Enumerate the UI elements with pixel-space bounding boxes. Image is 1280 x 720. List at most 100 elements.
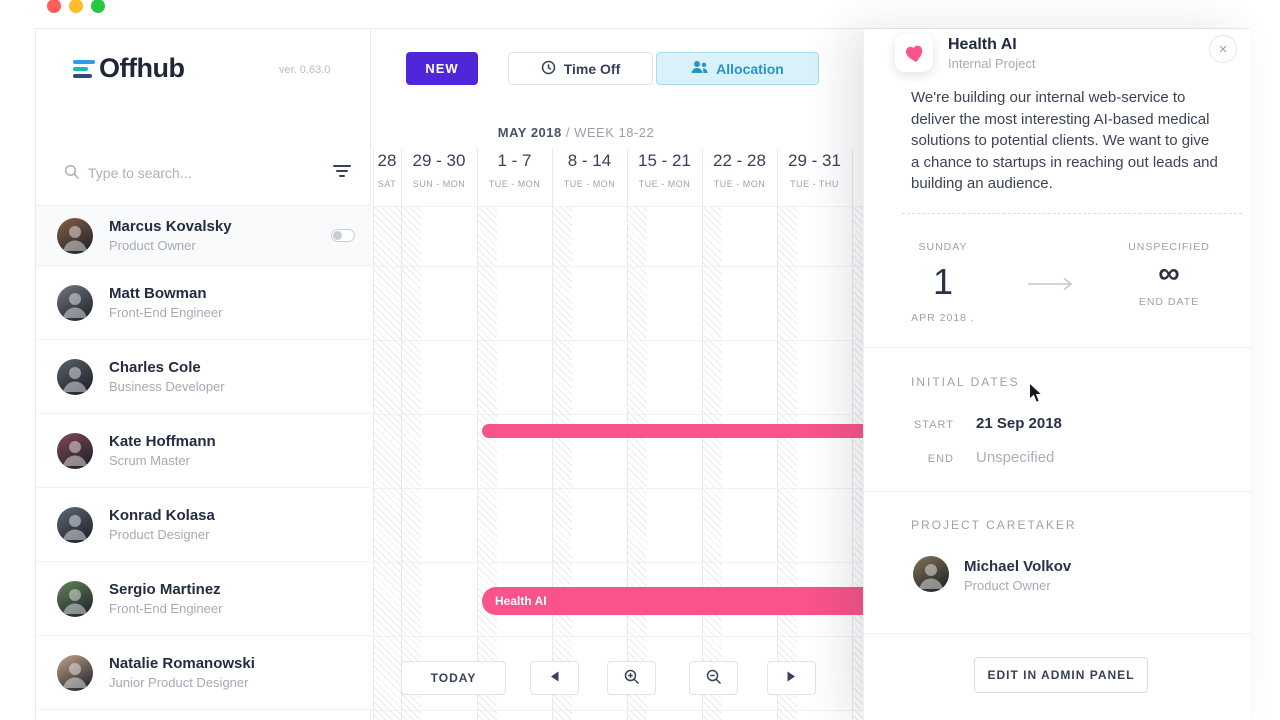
member-name: Konrad Kolasa <box>109 507 215 524</box>
allocation-tab[interactable]: Allocation <box>656 52 819 85</box>
time-off-tab[interactable]: Time Off <box>508 52 653 85</box>
chevron-left-icon <box>550 671 559 685</box>
member-role: Front-End Engineer <box>109 601 223 616</box>
list-item-member[interactable]: Sergio Martinez Front-End Engineer <box>36 562 371 636</box>
timeline-area: NEW Time Off Allocation MAY 2018 / WEEK … <box>371 29 863 720</box>
project-detail-panel: Health AI Internal Project × We're build… <box>863 29 1251 720</box>
project-description: We're building our internal web-service … <box>911 89 1218 192</box>
start-day: 1 <box>932 261 954 302</box>
caretaker-role: Product Owner <box>964 578 1051 593</box>
member-role: Front-End Engineer <box>109 305 223 320</box>
column-header: 15 - 21 TUE - MON <box>627 151 702 189</box>
filter-icon[interactable] <box>333 165 351 183</box>
window-close-button[interactable] <box>47 0 61 13</box>
member-name: Natalie Romanowski <box>109 655 255 672</box>
column-days: TUE - MON <box>713 179 766 189</box>
start-value: 21 Sep 2018 <box>976 415 1062 432</box>
divider <box>864 347 1251 348</box>
zoom-out-button[interactable] <box>689 661 738 695</box>
zoom-in-button[interactable] <box>607 661 656 695</box>
caretaker-heading: PROJECT CARETAKER <box>911 518 1077 532</box>
column-range: 15 - 21 <box>638 151 691 170</box>
column-range: 29 - 31 <box>788 151 841 170</box>
column-days: TUE - THU <box>790 179 839 189</box>
list-item-member[interactable]: Natalie Romanowski Junior Product Design… <box>36 636 371 710</box>
row-line <box>371 488 863 489</box>
availability-toggle[interactable] <box>331 229 355 242</box>
column-header: 29 - 31 TUE - THU <box>777 151 852 189</box>
column-range: 22 - 28 <box>713 151 766 170</box>
caretaker-name: Michael Volkov <box>964 558 1072 575</box>
offhub-logo-icon <box>73 60 95 80</box>
weekend-hatch <box>373 206 401 720</box>
app-logo-text: Offhub <box>99 53 185 83</box>
row-line <box>371 340 863 341</box>
start-month: APR 2018 . <box>911 312 975 324</box>
avatar <box>57 358 93 395</box>
row-line <box>371 206 863 207</box>
member-name: Matt Bowman <box>109 285 207 302</box>
mouse-cursor <box>1028 381 1044 409</box>
period-week: / WEEK 18-22 <box>565 125 655 140</box>
member-role: Junior Product Designer <box>109 675 249 690</box>
column-days: TUE - MON <box>563 179 616 189</box>
avatar <box>57 654 93 691</box>
toggle-knob <box>333 231 342 240</box>
allocation-bar-health-ai[interactable]: Health AI <box>482 587 863 615</box>
infinity-icon: ∞ <box>1158 257 1180 290</box>
weekend-hatch <box>627 206 647 720</box>
member-name: Charles Cole <box>109 359 201 376</box>
member-role: Product Designer <box>109 527 210 542</box>
window-minimize-button[interactable] <box>69 0 83 13</box>
search-input[interactable] <box>88 160 318 186</box>
weekend-hatch <box>477 206 497 720</box>
close-button[interactable]: × <box>1209 35 1237 63</box>
member-list: Marcus Kovalsky Product Owner Matt Bowma… <box>36 206 371 710</box>
avatar <box>913 556 949 592</box>
avatar <box>57 506 93 543</box>
list-item-member[interactable]: Matt Bowman Front-End Engineer <box>36 266 371 340</box>
app-window: Offhub ver. 0.63.0 Marcus Kovalsky <box>35 28 1251 720</box>
member-name: Kate Hoffmann <box>109 433 216 450</box>
list-item-member[interactable]: Kate Hoffmann Scrum Master <box>36 414 371 488</box>
end-label: END <box>927 453 954 465</box>
column-header: 8 - 14 TUE - MON <box>552 151 627 189</box>
end-date-block: UNSPECIFIED ∞ END DATE <box>1126 241 1212 308</box>
member-role: Business Developer <box>109 379 225 394</box>
avatar <box>57 217 93 254</box>
project-title: Health AI <box>948 36 1017 53</box>
edit-in-admin-panel-button[interactable]: EDIT IN ADMIN PANEL <box>974 657 1148 693</box>
clock-icon <box>541 60 556 78</box>
member-name: Sergio Martinez <box>109 581 221 598</box>
new-button[interactable]: NEW <box>406 52 478 85</box>
today-button[interactable]: TODAY <box>401 661 506 695</box>
allocation-bar[interactable] <box>482 424 863 438</box>
list-item-member[interactable]: Konrad Kolasa Product Designer <box>36 488 371 562</box>
today-label: TODAY <box>430 671 477 685</box>
bar-label: Health AI <box>495 594 547 608</box>
edit-button-label: EDIT IN ADMIN PANEL <box>987 668 1135 682</box>
prev-button[interactable] <box>530 661 579 695</box>
list-item-member[interactable]: Charles Cole Business Developer <box>36 340 371 414</box>
weekend-hatch <box>552 206 572 720</box>
window-zoom-button[interactable] <box>91 0 105 13</box>
chevron-right-icon <box>787 671 796 685</box>
column-days: TUE - MON <box>488 179 541 189</box>
row-line <box>371 636 863 637</box>
new-button-label: NEW <box>425 61 459 76</box>
initial-dates-heading: INITIAL DATES <box>911 375 1020 389</box>
list-item-member[interactable]: Marcus Kovalsky Product Owner <box>36 206 371 266</box>
column-days: TUE - MON <box>638 179 691 189</box>
start-label: START <box>913 419 954 431</box>
weekend-hatch <box>852 206 863 720</box>
column-header: 1 - 7 TUE - MON <box>477 151 552 189</box>
period-month: MAY 2018 <box>497 125 562 140</box>
next-button[interactable] <box>767 661 816 695</box>
row-line <box>371 266 863 267</box>
arrow-right-icon <box>1026 276 1074 297</box>
end-label: UNSPECIFIED <box>1128 241 1210 253</box>
period-title: MAY 2018 / WEEK 18-22 <box>426 125 726 140</box>
member-name: Marcus Kovalsky <box>109 218 232 235</box>
project-subtitle: Internal Project <box>948 56 1036 71</box>
